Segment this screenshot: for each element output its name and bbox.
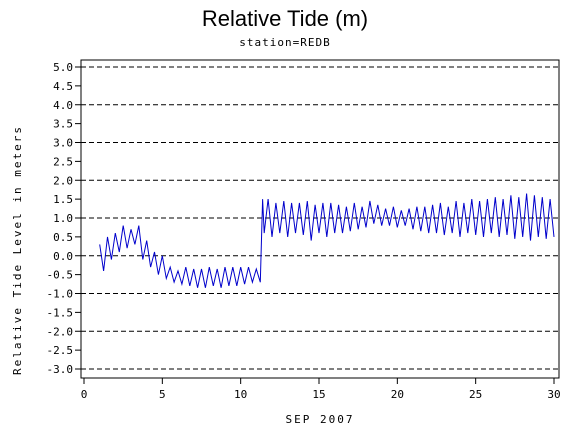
x-tick-label: 20	[391, 388, 404, 401]
y-tick-label: 0.0	[53, 250, 73, 263]
y-tick-label: -0.5	[47, 269, 74, 282]
y-tick-label: 1.5	[53, 193, 73, 206]
chart-title: Relative Tide (m)	[201, 6, 369, 31]
y-tick-label: -2.0	[47, 325, 74, 338]
series-layer	[99, 193, 555, 288]
axis-ticks: 5.0 4.5 4.0 3.5 3.0 2.5 2.0 1.5 1.0 0.5 0.0 -0.5 -1.…	[47, 61, 561, 401]
y-tick-label: 2.0	[53, 174, 73, 187]
y-tick-label: 1.0	[53, 212, 73, 225]
x-tick-label: 0	[81, 388, 88, 401]
x-tick-label: 10	[234, 388, 247, 401]
x-tick-label: 30	[547, 388, 560, 401]
x-axis-title: SEP 2007	[286, 413, 355, 426]
y-tick-label: 2.5	[53, 155, 73, 168]
y-tick-label: 5.0	[53, 61, 73, 74]
y-tick-label: 3.5	[53, 118, 73, 131]
y-tick-label: 4.5	[53, 80, 73, 93]
y-tick-label: 4.0	[53, 99, 73, 112]
y-tick-label: -1.5	[47, 306, 74, 319]
chart-subtitle: station=REDB	[239, 36, 331, 49]
gridlines	[81, 66, 559, 370]
y-tick-label: -2.5	[47, 344, 74, 357]
x-tick-label: 25	[469, 388, 482, 401]
x-tick-label: 5	[159, 388, 166, 401]
plot-frame	[80, 59, 560, 379]
y-axis-title: Relative Tide Level in meters	[11, 125, 24, 375]
y-tick-label: 0.5	[53, 231, 73, 244]
x-tick-label: 15	[312, 388, 325, 401]
y-tick-label: -3.0	[47, 363, 74, 376]
y-tick-label: 3.0	[53, 137, 73, 150]
tide-series-line	[99, 193, 555, 288]
y-tick-label: -1.0	[47, 288, 74, 301]
